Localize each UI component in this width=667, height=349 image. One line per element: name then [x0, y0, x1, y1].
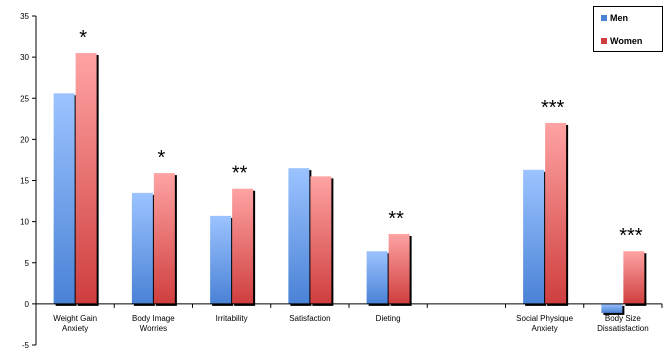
- bar-women: [545, 122, 567, 304]
- significance-marker: ***: [541, 97, 565, 119]
- category-label: Anxiety: [62, 324, 88, 333]
- significance-marker: *: [157, 147, 165, 169]
- bar-women: [310, 176, 332, 304]
- legend-label-men: Men: [610, 13, 628, 23]
- legend-swatch-women: [601, 38, 607, 44]
- y-tick-label: 20: [20, 135, 29, 144]
- significance-marker: *: [79, 27, 87, 49]
- bar-women: [75, 53, 97, 304]
- bar-men: [210, 215, 232, 304]
- x-axis: [35, 303, 663, 308]
- bars: [53, 53, 647, 315]
- category-label: Worries: [140, 324, 167, 333]
- bar-women: [153, 173, 175, 304]
- y-tick-label: 15: [20, 177, 29, 186]
- y-tick-label: -5: [22, 341, 30, 349]
- y-axis: -5 0 5 10 15 20 25 30 35: [20, 12, 37, 349]
- y-tick-label: 5: [25, 259, 30, 268]
- bar-men: [523, 169, 545, 304]
- bar-men: [601, 303, 623, 313]
- category-label: Satisfaction: [289, 314, 330, 323]
- category-label: Dissatisfaction: [597, 324, 649, 333]
- y-tick-label: 30: [20, 53, 29, 62]
- category-label: Body Image: [132, 314, 175, 323]
- bar-men: [53, 93, 75, 304]
- bar-men: [288, 168, 310, 304]
- bar-women: [388, 233, 410, 304]
- category-label: Anxiety: [532, 324, 558, 333]
- significance-markers: ************: [79, 27, 643, 247]
- legend-item-men: Men: [601, 13, 628, 23]
- legend: Men Women: [593, 6, 663, 52]
- bar-women: [232, 188, 254, 304]
- y-tick-label: 35: [20, 12, 29, 21]
- y-tick-label: 25: [20, 94, 29, 103]
- y-tick-label: 0: [25, 300, 30, 309]
- category-label: Weight Gain: [53, 314, 97, 323]
- legend-item-women: Women: [601, 36, 642, 46]
- bar-men: [131, 192, 153, 304]
- category-label: Body Size: [605, 314, 642, 323]
- bar-women: [623, 251, 645, 304]
- significance-marker: **: [232, 163, 248, 185]
- legend-label-women: Women: [610, 36, 643, 46]
- bar-men: [366, 251, 388, 304]
- significance-marker: **: [388, 208, 404, 230]
- y-tick-label: 10: [20, 218, 29, 227]
- significance-marker: ***: [619, 225, 643, 247]
- legend-swatch-men: [601, 15, 607, 21]
- category-label: Irritability: [216, 314, 248, 323]
- category-label: Social Physique: [516, 314, 573, 323]
- category-label: Dieting: [376, 314, 401, 323]
